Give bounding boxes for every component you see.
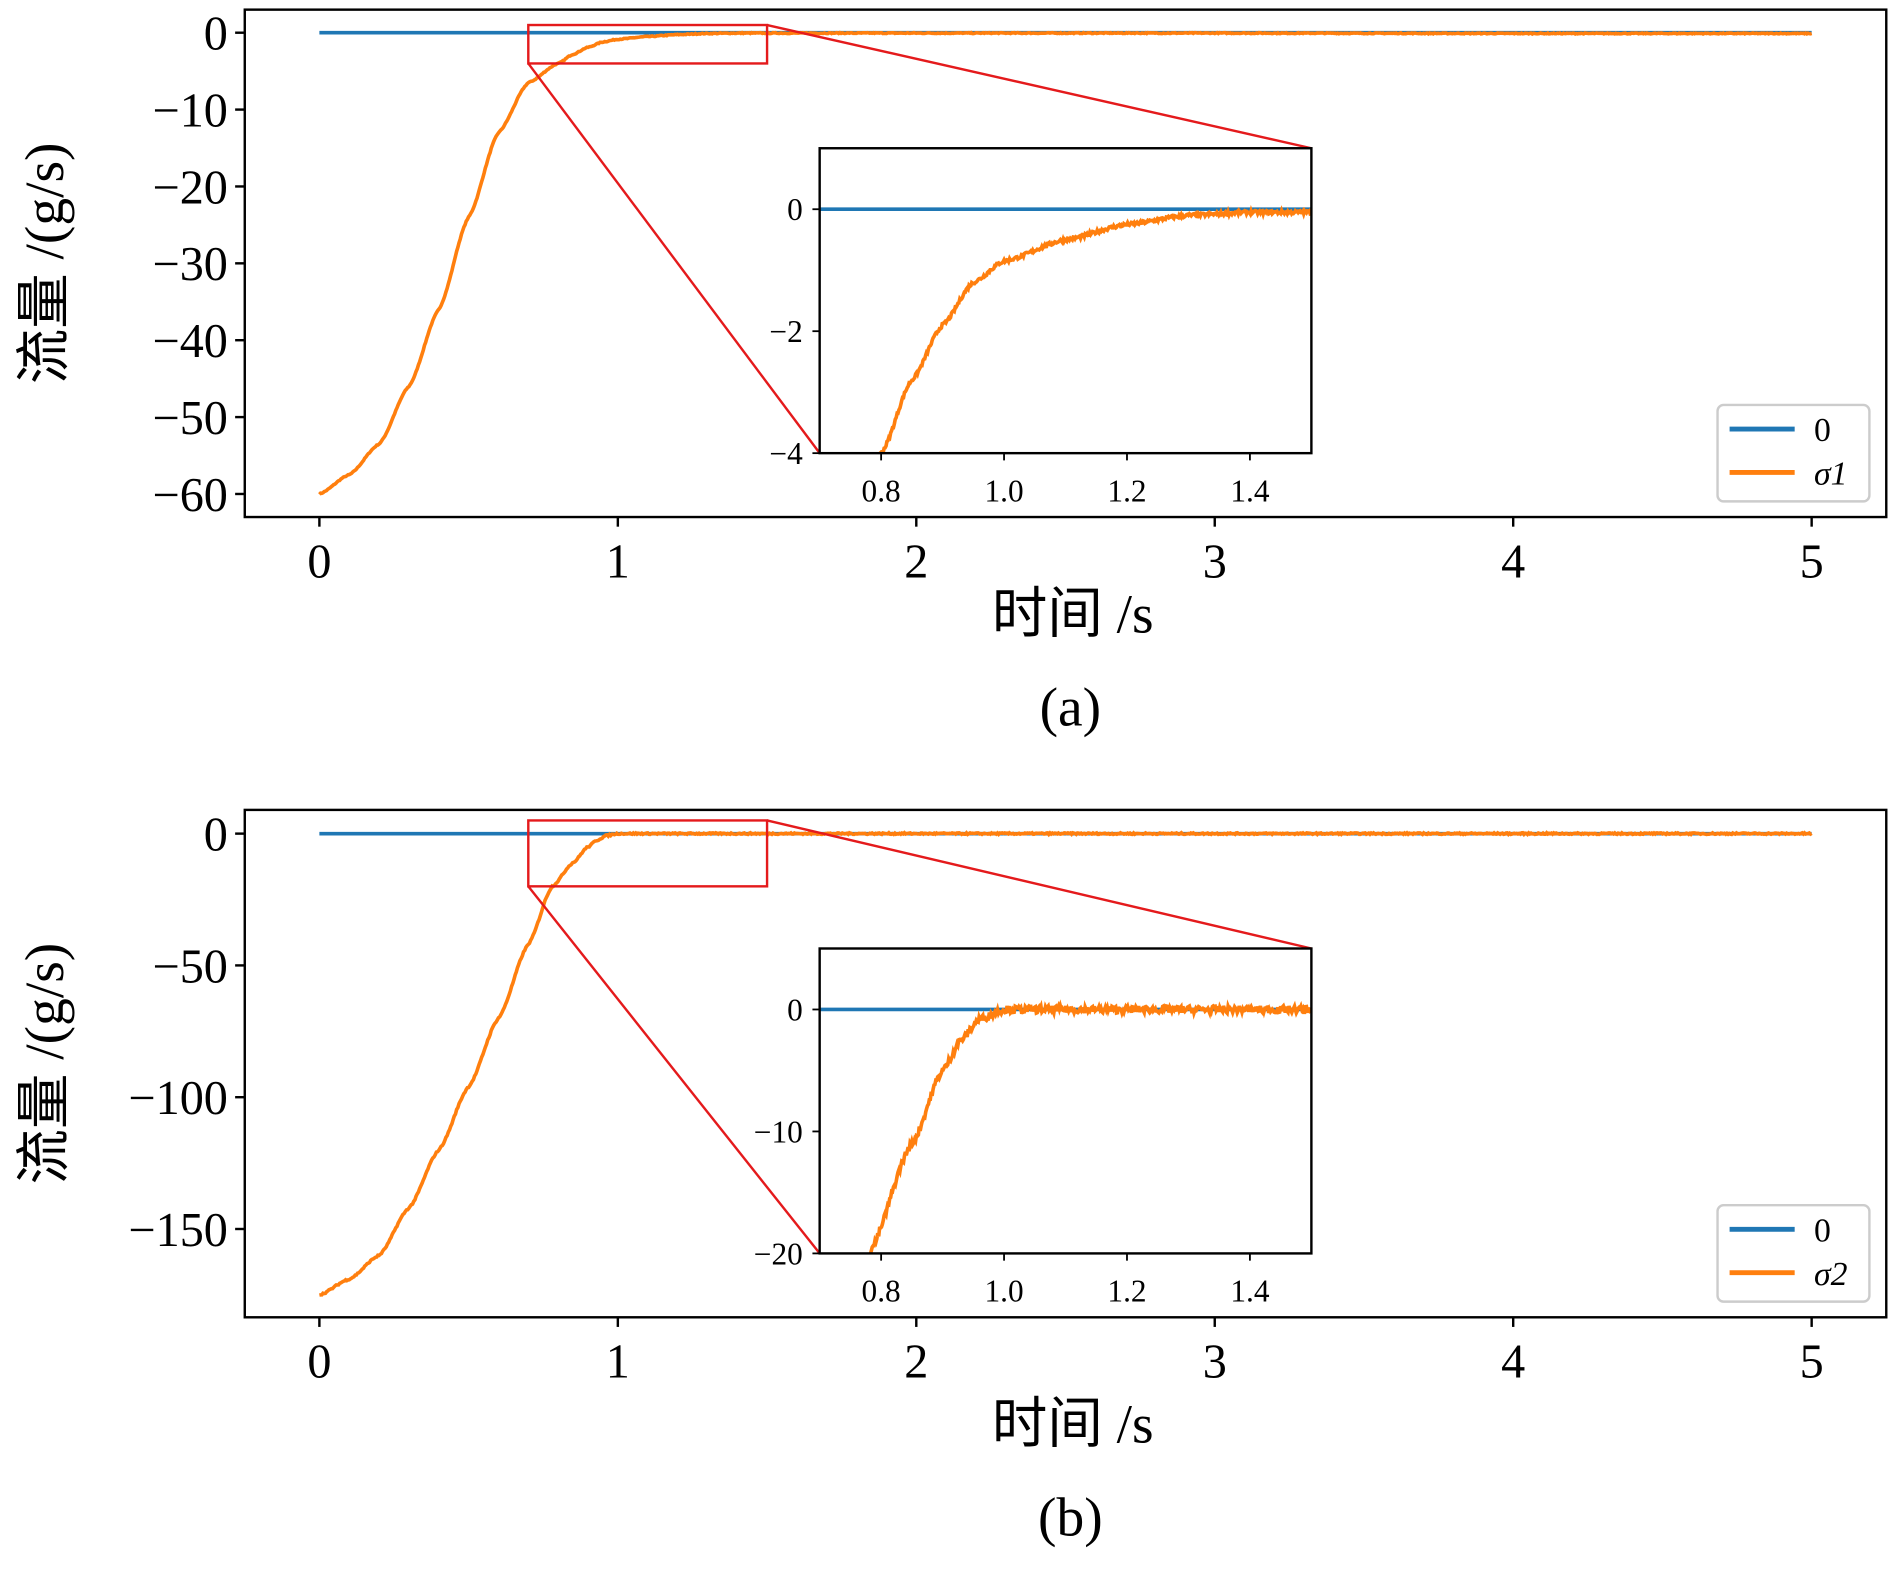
plot-area: [319, 830, 1813, 1297]
inset-x-tick-label: 1.4: [1230, 473, 1269, 508]
y-tick-label: −150: [128, 1204, 227, 1257]
y-tick-label: −30: [153, 238, 228, 291]
x-tick-label: 1: [606, 1336, 630, 1389]
y-tick-label: −60: [153, 469, 228, 522]
inset-plot-area: [819, 999, 1313, 1254]
zoom-connector-line: [527, 885, 821, 1255]
x-tick-label: 1: [606, 535, 630, 588]
axes-frame: [243, 808, 1888, 1319]
inset-frame: [818, 947, 1313, 1255]
inset-series-line-sigma: [878, 204, 1312, 454]
inset-x-tick-label: 1.2: [1107, 1274, 1146, 1309]
zoom-connector-line: [766, 819, 1312, 950]
legend-label: 0: [1814, 1212, 1831, 1249]
panel-caption: (a): [1040, 677, 1102, 738]
y-axis-label: 流量 /(g/s): [14, 142, 75, 384]
inset-x-tick-label: 0.8: [862, 1274, 901, 1309]
x-tick-label: 4: [1501, 1336, 1525, 1389]
y-tick-label: −50: [153, 940, 228, 993]
panel-caption: (b): [1038, 1486, 1103, 1547]
x-tick-label: 3: [1203, 535, 1227, 588]
legend-label: σ1: [1814, 455, 1848, 492]
zoom-region-rect: [527, 819, 769, 888]
inset-x-tick-label: 1.0: [984, 473, 1023, 508]
legend-label: 0: [1814, 412, 1831, 449]
inset-series-line-sigma: [868, 999, 1313, 1254]
x-tick-label: 4: [1501, 535, 1525, 588]
inset-background: [819, 948, 1312, 1254]
y-tick-label: −10: [153, 84, 228, 137]
series-line-sigma: [319, 830, 1813, 1297]
inset-y-tick-label: −20: [754, 1236, 803, 1271]
inset-y-tick-label: 0: [787, 992, 803, 1027]
zoom-connector-line: [527, 62, 821, 454]
legend: 0σ1: [1716, 403, 1871, 503]
zoom-region-rect: [527, 23, 769, 65]
inset-y-tick-label: −10: [754, 1114, 803, 1149]
zoom-connector-line: [766, 23, 1312, 150]
x-axis-label: 时间 /s: [992, 584, 1154, 645]
inset-frame: [818, 147, 1313, 455]
x-tick-label: 0: [307, 535, 331, 588]
y-tick-label: 0: [204, 808, 228, 861]
inset-x-tick-label: 1.0: [984, 1274, 1023, 1309]
x-tick-label: 5: [1800, 535, 1824, 588]
inset-plot-area: [819, 204, 1312, 454]
y-tick-label: −50: [153, 392, 228, 445]
inset-y-tick-label: 0: [787, 192, 803, 227]
x-tick-label: 5: [1800, 1336, 1824, 1389]
legend-label: σ2: [1814, 1256, 1848, 1293]
series-line-sigma: [318, 30, 1813, 496]
y-tick-label: −100: [128, 1072, 227, 1125]
x-tick-label: 2: [904, 535, 928, 588]
y-axis-label: 流量 /(g/s): [14, 943, 75, 1185]
inset-y-tick-label: −2: [769, 314, 802, 349]
x-tick-label: 2: [904, 1336, 928, 1389]
inset-y-tick-label: −4: [769, 436, 803, 471]
y-tick-label: −40: [153, 315, 228, 368]
inset-background: [819, 148, 1312, 454]
legend: 0σ2: [1716, 1204, 1871, 1303]
x-tick-label: 3: [1203, 1336, 1227, 1389]
inset-x-tick-label: 0.8: [862, 473, 901, 508]
y-tick-label: 0: [204, 8, 228, 61]
inset-x-tick-label: 1.2: [1107, 473, 1146, 508]
x-tick-label: 0: [307, 1336, 331, 1389]
y-tick-label: −20: [153, 161, 228, 214]
plot-area: [318, 30, 1813, 496]
inset-x-tick-label: 1.4: [1230, 1274, 1269, 1309]
x-axis-label: 时间 /s: [992, 1394, 1154, 1455]
